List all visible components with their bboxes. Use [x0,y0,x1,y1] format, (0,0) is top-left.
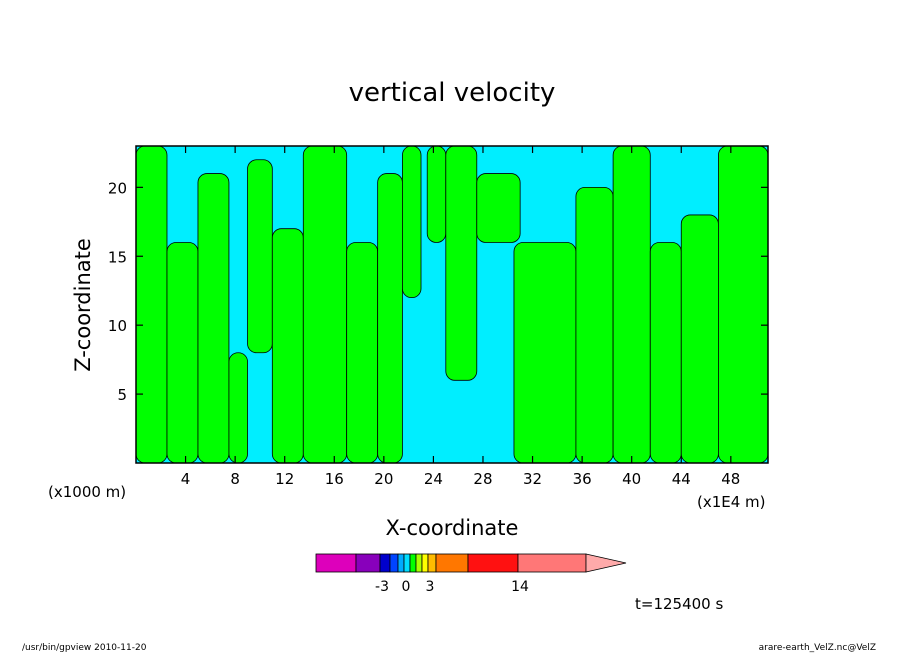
colorbar-tick-label-3: 14 [511,579,529,595]
x-unit-left: (x1000 m) [48,483,126,501]
y-tick-label-1: 10 [108,317,127,335]
colorbar-cell-1 [355,553,381,573]
y-axis-label: Z-coordinate [71,238,95,372]
positive-region-5 [271,228,304,463]
x-tick-label-7: 32 [523,470,542,488]
colorbar-tick-label-0: -3 [375,579,389,595]
positive-region-3 [228,352,248,463]
x-tick-label-9: 40 [622,470,641,488]
colorbar-tick-label-1: 0 [402,579,411,595]
colorbar-tick-labels: -3 0 3 14 [375,579,529,595]
x-tick-label-2: 12 [275,470,294,488]
x-tick-label-11: 48 [721,470,740,488]
x-tick-label-10: 44 [672,470,691,488]
x-tick-label-8: 36 [573,470,592,488]
colorbar-cell-10 [435,553,469,573]
positive-region-8 [377,173,403,463]
colorbar-cell-5 [403,553,411,573]
colorbar-arrow [585,553,627,573]
footer-right: arare-earth_VelZ.nc@VelZ [759,643,876,653]
plot-frame [135,145,769,464]
positive-region-2 [197,173,230,463]
positive-region-7 [346,242,379,463]
colorbar-cell-11 [467,553,519,573]
colorbar-cell-6 [409,553,417,573]
colorbar [315,553,627,573]
positive-region-1 [166,242,199,463]
x-unit-right: (x1E4 m) [697,493,766,511]
x-tick-label-3: 16 [325,470,344,488]
y-tick-label-3: 20 [108,179,127,197]
positive-region-10 [426,146,447,243]
positive-region-4 [247,159,273,354]
positive-region-12 [476,173,521,243]
x-tick-label-4: 20 [374,470,393,488]
colorbar-cell-8 [421,553,429,573]
footer-left: /usr/bin/gpview 2010-11-20 [22,643,147,653]
x-tick-label-0: 4 [181,470,191,488]
positive-region-16 [649,242,682,463]
positive-region-0 [136,146,168,463]
positive-region-6 [302,146,348,463]
positive-region-15 [612,146,651,463]
positive-region-18 [718,146,768,463]
positive-region-9 [402,146,422,299]
positive-region-13 [513,242,577,463]
y-tick-label-0: 5 [117,386,127,404]
colorbar-cell-9 [427,553,437,573]
y-ticks: 5 10 15 20 [108,179,768,404]
x-axis-label: X-coordinate [386,516,519,540]
colorbar-cell-7 [415,553,423,573]
positive-region-14 [575,186,614,463]
x-ticks: 4 8 12 16 20 24 28 32 36 40 44 48 [181,146,740,488]
x-tick-label-6: 28 [473,470,492,488]
colorbar-cell-4 [397,553,405,573]
colorbar-cell-12 [517,553,587,573]
positive-region-11 [445,146,478,381]
positive-region-17 [680,214,719,463]
colorbar-cell-0 [315,553,357,573]
x-tick-label-1: 8 [230,470,240,488]
colorbar-cell-2 [379,553,391,573]
positive-regions [136,146,768,463]
time-annotation: t=125400 s [635,595,723,613]
y-tick-label-2: 15 [108,248,127,266]
x-tick-label-5: 24 [424,470,443,488]
chart-title: vertical velocity [349,78,556,108]
colorbar-tick-label-2: 3 [426,579,435,595]
colorbar-cell-3 [389,553,399,573]
